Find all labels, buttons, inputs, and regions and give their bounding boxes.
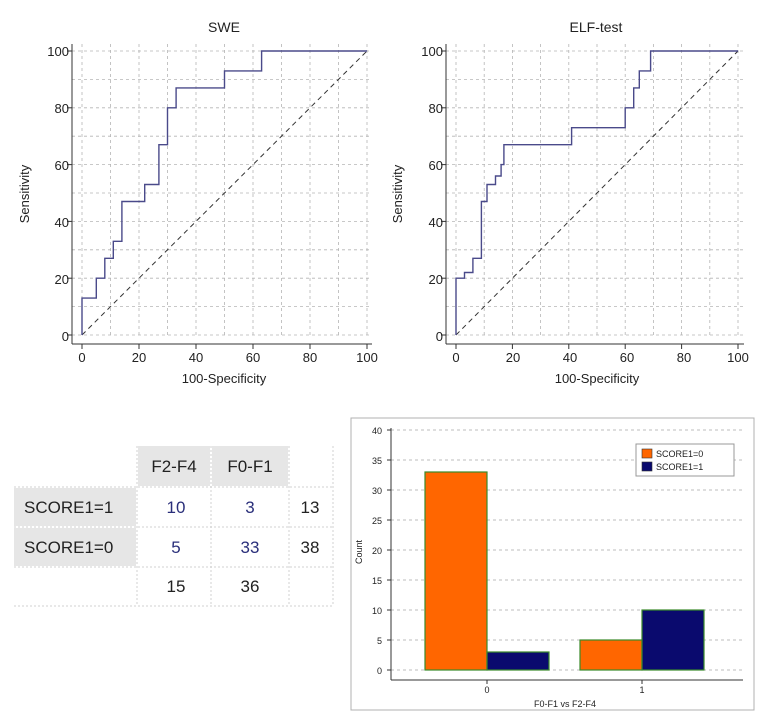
- elf-xtick-80: 80: [677, 350, 691, 365]
- swe-ytick-100: 100: [47, 44, 69, 59]
- swe-tick-marks: [67, 50, 368, 349]
- elf-ytick-40: 40: [429, 215, 443, 230]
- bar-ytick-35: 35: [372, 456, 382, 466]
- roc-panel-elf: ELF-test 0 20 40 60 80 100 0 20 40 60 80…: [390, 19, 749, 386]
- table-header-bg-f0f1: [212, 446, 288, 486]
- elf-ytick-60: 60: [429, 158, 443, 173]
- elf-reference-diagonal: [455, 50, 739, 336]
- bar-ytick-10: 10: [372, 606, 382, 616]
- swe-ytick-40: 40: [55, 215, 69, 230]
- bar-legend: SCORE1=0 SCORE1=1: [635, 443, 735, 477]
- swe-xtick-0: 0: [78, 350, 85, 365]
- bar-chart: 0 5 10 15 20 25 30 35 40 0 1 F0-F1 vs F2…: [350, 417, 755, 711]
- table-gridlines: [14, 446, 334, 607]
- elf-xtick-0: 0: [452, 350, 459, 365]
- bar-ytick-15: 15: [372, 576, 382, 586]
- elf-grid: [446, 44, 744, 336]
- bar-ytick-20: 20: [372, 546, 382, 556]
- table-cell-r1-f0f1: 3: [245, 498, 254, 517]
- elf-xtick-60: 60: [620, 350, 634, 365]
- bar-score1-0-cat-1: [579, 639, 643, 671]
- elf-tick-marks: [441, 50, 739, 349]
- swe-xlabel: 100-Specificity: [182, 371, 267, 386]
- elf-xtick-20: 20: [506, 350, 520, 365]
- bar-chart-frame: [350, 417, 755, 711]
- swe-grid: [72, 44, 372, 336]
- table-header-bg-f2f4: [138, 446, 210, 486]
- swe-roc-curve: [81, 50, 367, 335]
- elf-ytick-0: 0: [436, 329, 443, 344]
- bar-ytick-5: 5: [377, 636, 382, 646]
- contingency-table: F2-F4 F0-F1 SCORE1=1 10 3 13 SCORE1=0 5 …: [14, 446, 334, 607]
- bar-score1-1-cat-0: [486, 651, 550, 671]
- table-col-total-f0f1: 36: [241, 577, 260, 596]
- table-cell-r2-f0f1: 33: [241, 538, 260, 557]
- table-rowlabel-bg-2: [14, 528, 136, 566]
- elf-ylabel: Sensitivity: [390, 164, 405, 223]
- bar-xtick-0: 0: [484, 685, 489, 695]
- bar-legend-box: [635, 443, 735, 477]
- swe-ytick-60: 60: [55, 158, 69, 173]
- roc-panel-swe: SWE 0 20 40 60 80 100 0 20 40 60 80 100 …: [17, 19, 378, 386]
- elf-xlabel: 100-Specificity: [555, 371, 640, 386]
- swe-reference-diagonal: [81, 50, 368, 336]
- swe-ylabel: Sensitivity: [17, 164, 32, 223]
- swe-xtick-40: 40: [189, 350, 203, 365]
- swe-ytick-20: 20: [55, 272, 69, 287]
- bar-score1-1-cat-1: [641, 609, 705, 671]
- bar-ytick-40: 40: [372, 426, 382, 436]
- bar-ytick-30: 30: [372, 486, 382, 496]
- bar-score1-0-cat-0: [424, 471, 488, 671]
- swe-xtick-60: 60: [246, 350, 260, 365]
- legend-swatch-score1-0: [641, 448, 653, 459]
- legend-label-score1-0: SCORE1=0: [656, 449, 703, 459]
- swe-xtick-80: 80: [303, 350, 317, 365]
- bar-xtick-1: 1: [639, 685, 644, 695]
- table-rowlabel-bg-1: [14, 488, 136, 526]
- bar-xlabel: F0-F1 vs F2-F4: [534, 699, 596, 709]
- table-row-label-score1-1: SCORE1=1: [24, 498, 113, 517]
- elf-ytick-80: 80: [429, 101, 443, 116]
- table-row-label-score1-0: SCORE1=0: [24, 538, 113, 557]
- swe-xtick-20: 20: [132, 350, 146, 365]
- elf-roc-curve: [455, 50, 738, 335]
- swe-ytick-0: 0: [62, 329, 69, 344]
- table-row-total-2: 38: [301, 538, 320, 557]
- bar-ylabel: Count: [354, 540, 364, 565]
- table-cell-r1-f2f4: 10: [167, 498, 186, 517]
- elf-ytick-20: 20: [429, 272, 443, 287]
- table-col-header-f2f4: F2-F4: [151, 457, 196, 476]
- table-col-header-f0f1: F0-F1: [227, 457, 272, 476]
- legend-label-score1-1: SCORE1=1: [656, 462, 703, 472]
- swe-title: SWE: [208, 19, 240, 35]
- legend-swatch-score1-1: [641, 461, 653, 472]
- elf-xtick-40: 40: [563, 350, 577, 365]
- bar-y-tick-marks: [387, 429, 391, 671]
- elf-ytick-100: 100: [421, 44, 443, 59]
- table-col-total-f2f4: 15: [167, 577, 186, 596]
- bar-bars: [424, 471, 705, 671]
- elf-title: ELF-test: [570, 19, 623, 35]
- elf-xtick-100: 100: [727, 350, 749, 365]
- bar-ytick-25: 25: [372, 516, 382, 526]
- bar-ytick-0: 0: [377, 666, 382, 676]
- table-cell-r2-f2f4: 5: [171, 538, 180, 557]
- table-row-total-1: 13: [301, 498, 320, 517]
- bar-grid: [391, 429, 743, 671]
- swe-ytick-80: 80: [55, 101, 69, 116]
- swe-xtick-100: 100: [356, 350, 378, 365]
